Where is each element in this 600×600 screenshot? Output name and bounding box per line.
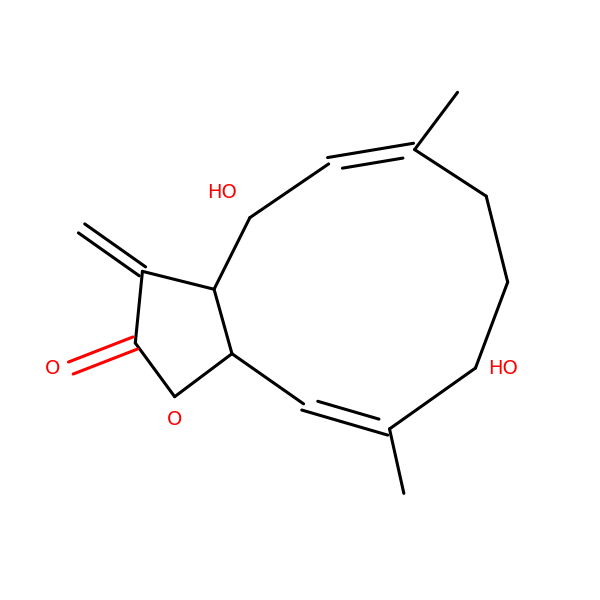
Text: O: O [44, 359, 60, 377]
Text: HO: HO [207, 183, 237, 202]
Text: HO: HO [488, 359, 518, 377]
Text: O: O [167, 410, 182, 428]
